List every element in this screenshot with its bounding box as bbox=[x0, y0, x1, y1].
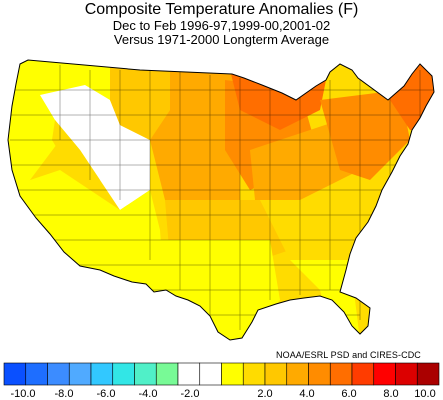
region-northeast bbox=[320, 90, 410, 180]
legend-bin bbox=[134, 362, 157, 386]
legend-bin bbox=[264, 362, 288, 386]
color-scale-legend bbox=[3, 362, 440, 386]
legend-bin bbox=[47, 362, 70, 386]
region-great-basin-white bbox=[40, 85, 150, 210]
legend-tick: 2.0 bbox=[257, 388, 273, 400]
legend-bin bbox=[155, 362, 179, 386]
legend-bin bbox=[221, 362, 244, 386]
legend-tick: -8.0 bbox=[54, 388, 74, 400]
legend-tick: 4.0 bbox=[299, 388, 315, 400]
legend-bin bbox=[25, 362, 48, 386]
legend-tick: 10.0 bbox=[414, 388, 436, 400]
legend-bin bbox=[329, 362, 353, 386]
map-title: Composite Temperature Anomalies (F) bbox=[84, 1, 359, 18]
legend-tick: -4.0 bbox=[138, 388, 158, 400]
legend-tick-labels: -10.0 -8.0 -6.0 -4.0 -2.0 2.0 4.0 6.0 8.… bbox=[0, 388, 443, 400]
legend-tick: 8.0 bbox=[383, 388, 399, 400]
us-outline bbox=[7, 59, 435, 341]
division-boundaries bbox=[10, 65, 434, 330]
legend-bin bbox=[373, 362, 396, 386]
legend-tick: -10.0 bbox=[10, 388, 36, 400]
legend-bin bbox=[286, 362, 309, 386]
legend-bin bbox=[395, 362, 418, 386]
legend-bin bbox=[351, 362, 375, 386]
legend-tick: 6.0 bbox=[341, 388, 357, 400]
legend-bin bbox=[68, 362, 92, 386]
legend-bin bbox=[177, 362, 201, 386]
region-southwest bbox=[8, 170, 165, 300]
legend-tick: -2.0 bbox=[180, 388, 200, 400]
region-plains bbox=[150, 70, 240, 200]
legend-bin bbox=[242, 362, 266, 386]
legend-bin bbox=[416, 362, 440, 386]
legend-bin bbox=[112, 362, 135, 386]
legend-bin bbox=[308, 362, 331, 386]
legend-bin bbox=[199, 362, 222, 386]
legend-tick: -6.0 bbox=[96, 388, 116, 400]
legend-bin bbox=[90, 362, 114, 386]
data-credit: NOAA/ESRL PSD and CIRES-CDC bbox=[276, 350, 421, 360]
anomaly-regions bbox=[8, 60, 434, 340]
map-subtitle-period: Dec to Feb 1996-97,1999-00,2001-02 bbox=[112, 18, 331, 33]
legend-bin bbox=[3, 362, 27, 386]
map-subtitle-base: Versus 1971-2000 Longterm Average bbox=[113, 32, 330, 47]
region-northern-rockies bbox=[110, 60, 175, 140]
